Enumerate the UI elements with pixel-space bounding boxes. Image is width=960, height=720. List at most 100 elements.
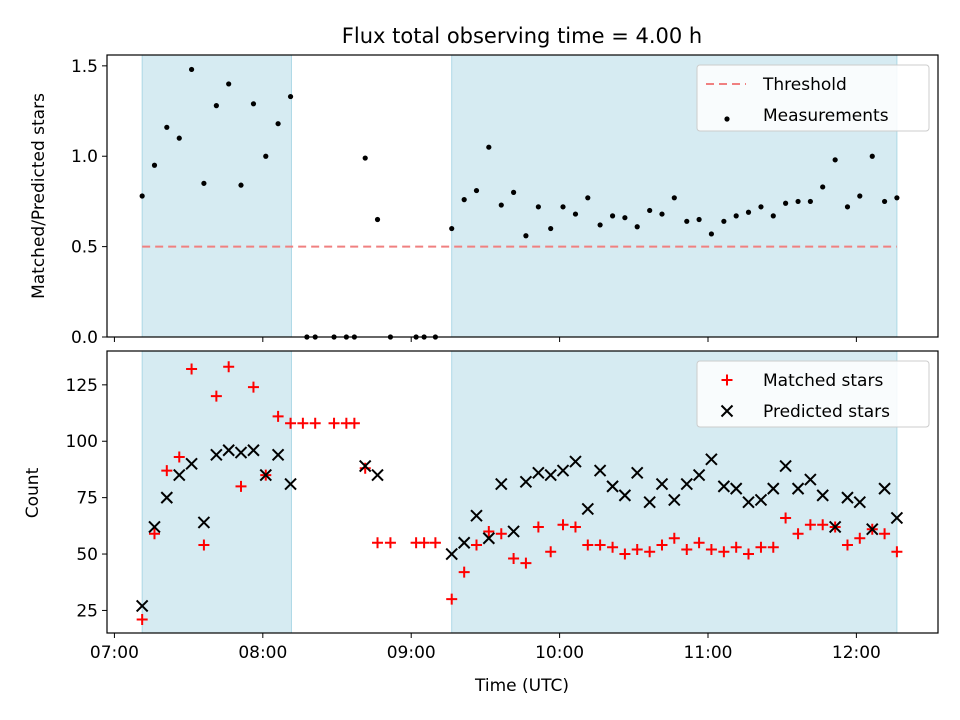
data-point — [634, 224, 640, 230]
data-point — [548, 225, 554, 232]
data-point — [693, 537, 705, 549]
data-point — [743, 548, 755, 560]
data-point — [358, 459, 372, 473]
data-point — [532, 466, 545, 480]
data-point — [446, 593, 458, 605]
data-point — [631, 466, 644, 480]
data-point — [445, 547, 458, 561]
x-tick-label: 08:00 — [238, 643, 287, 663]
data-point — [348, 417, 360, 429]
data-point — [668, 532, 680, 544]
data-point — [607, 541, 619, 553]
y-tick-label: 75 — [76, 489, 98, 509]
data-point — [160, 491, 174, 504]
data-point — [705, 453, 718, 466]
data-point — [817, 519, 829, 531]
data-point — [384, 537, 396, 549]
data-point — [656, 539, 668, 551]
data-point — [508, 553, 520, 565]
data-point — [201, 180, 207, 186]
data-point — [609, 213, 616, 219]
data-point — [655, 477, 669, 491]
legend-ratio: Threshold Measurements — [696, 64, 930, 132]
legend-marker — [724, 116, 730, 122]
series-ratio-0 — [139, 66, 900, 340]
data-point — [287, 93, 294, 100]
data-point — [275, 121, 281, 127]
data-point — [259, 468, 272, 482]
data-point — [359, 462, 371, 474]
data-point — [173, 468, 186, 482]
ratio-panel: 0.0 0.5 1.0 1.5 Threshold Measurements — [71, 54, 939, 348]
data-point — [644, 546, 656, 558]
data-point — [483, 525, 495, 537]
chart-title: Flux total observing time = 4.00 h — [342, 24, 702, 48]
legend-marker — [721, 374, 733, 386]
y-tick-label: 50 — [76, 545, 98, 565]
data-point — [890, 511, 904, 525]
data-point — [519, 475, 533, 489]
series-counts-1 — [135, 444, 904, 613]
data-point — [136, 613, 148, 625]
y-tick-label: 1.0 — [71, 147, 98, 167]
x-axis-title: Time (UTC) — [474, 676, 569, 696]
data-point — [449, 225, 455, 232]
data-point — [853, 495, 867, 509]
data-point — [828, 520, 842, 534]
y-tick-label: 1.5 — [71, 57, 98, 77]
data-point — [510, 189, 517, 195]
data-point — [804, 473, 817, 486]
data-point — [461, 197, 467, 203]
data-point — [631, 544, 643, 556]
data-point — [284, 477, 297, 491]
legend-box — [696, 64, 930, 132]
data-point — [881, 198, 888, 205]
data-point — [272, 410, 284, 422]
data-point — [791, 482, 805, 495]
data-point — [841, 539, 853, 551]
data-point — [188, 66, 195, 73]
observing-span-1 — [141, 54, 292, 338]
data-point — [807, 198, 813, 205]
data-point — [458, 566, 470, 578]
legend-label: Matched stars — [763, 371, 883, 391]
legend-box — [696, 360, 930, 428]
data-point — [581, 502, 595, 516]
data-point — [523, 233, 529, 239]
data-point — [198, 539, 210, 551]
data-point — [164, 124, 170, 130]
data-point — [234, 446, 248, 459]
data-point — [894, 195, 900, 201]
data-point — [486, 144, 492, 150]
data-point — [507, 525, 520, 538]
data-point — [841, 491, 854, 504]
data-point — [271, 448, 285, 461]
data-point — [569, 455, 582, 468]
data-point — [374, 216, 381, 223]
axes-frame — [106, 350, 939, 634]
data-point — [545, 546, 557, 558]
data-point — [457, 536, 471, 549]
data-point — [854, 532, 866, 544]
data-point — [473, 187, 480, 194]
data-point — [544, 468, 557, 482]
data-point — [372, 537, 384, 549]
data-point — [238, 182, 244, 188]
data-point — [647, 207, 653, 214]
y-tick-label: 25 — [76, 601, 98, 621]
data-point — [139, 193, 145, 199]
data-point — [770, 213, 776, 219]
data-point — [297, 417, 309, 429]
data-point — [151, 162, 158, 168]
x-tick-label: 07:00 — [90, 643, 139, 663]
data-point — [161, 465, 173, 477]
data-point — [247, 444, 260, 457]
data-point — [606, 480, 619, 493]
data-point — [866, 523, 879, 536]
data-point — [745, 209, 752, 215]
data-point — [250, 101, 257, 107]
data-point — [173, 451, 185, 463]
data-point — [185, 457, 198, 471]
data-point — [668, 493, 681, 507]
data-point — [247, 381, 259, 393]
